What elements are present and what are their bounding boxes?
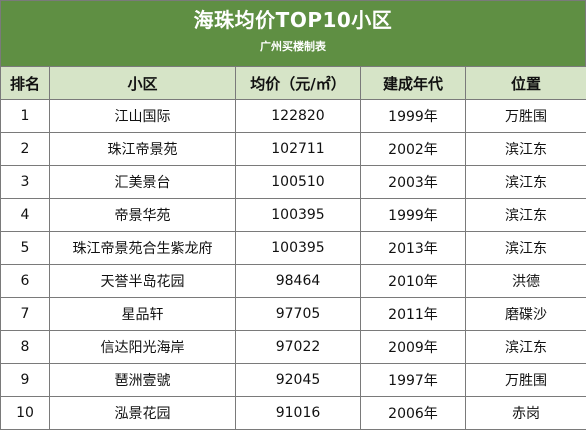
- cell-location: 滨江东: [465, 330, 586, 364]
- cell-rank: 5: [0, 231, 50, 265]
- table-row: 5 珠江帝景苑合生紫龙府 100395 2013年 滨江东: [0, 231, 586, 265]
- header-build-year: 建成年代: [360, 66, 466, 100]
- cell-community: 信达阳光海岸: [49, 330, 236, 364]
- cell-location: 万胜围: [465, 363, 586, 397]
- cell-avg-price: 102711: [235, 132, 361, 166]
- cell-avg-price: 97022: [235, 330, 361, 364]
- cell-location: 万胜围: [465, 99, 586, 133]
- header-location: 位置: [465, 66, 586, 100]
- table-header-row: 排名 小区 均价（元/㎡） 建成年代 位置: [0, 66, 586, 100]
- cell-rank: 3: [0, 165, 50, 199]
- cell-location: 滨江东: [465, 198, 586, 232]
- table-title: 海珠均价TOP10小区: [193, 8, 393, 32]
- cell-location: 磨碟沙: [465, 297, 586, 331]
- cell-build-year: 2009年: [360, 330, 466, 364]
- cell-avg-price: 100395: [235, 231, 361, 265]
- cell-avg-price: 97705: [235, 297, 361, 331]
- cell-rank: 4: [0, 198, 50, 232]
- table-row: 8 信达阳光海岸 97022 2009年 滨江东: [0, 330, 586, 364]
- cell-build-year: 2011年: [360, 297, 466, 331]
- cell-rank: 10: [0, 396, 50, 430]
- table-row: 2 珠江帝景苑 102711 2002年 滨江东: [0, 132, 586, 166]
- cell-location: 赤岗: [465, 396, 586, 430]
- table-row: 7 星品轩 97705 2011年 磨碟沙: [0, 297, 586, 331]
- cell-avg-price: 91016: [235, 396, 361, 430]
- cell-community: 琶洲壹號: [49, 363, 236, 397]
- title-banner: 海珠均价TOP10小区 广州买楼制表: [0, 0, 586, 66]
- table-row: 3 汇美景台 100510 2003年 滨江东: [0, 165, 586, 199]
- table-row: 10 泓景花园 91016 2006年 赤岗: [0, 396, 586, 430]
- cell-rank: 2: [0, 132, 50, 166]
- cell-build-year: 2010年: [360, 264, 466, 298]
- cell-avg-price: 100395: [235, 198, 361, 232]
- header-community: 小区: [49, 66, 236, 100]
- cell-community: 珠江帝景苑: [49, 132, 236, 166]
- cell-avg-price: 92045: [235, 363, 361, 397]
- cell-avg-price: 98464: [235, 264, 361, 298]
- cell-community: 汇美景台: [49, 165, 236, 199]
- cell-community: 江山国际: [49, 99, 236, 133]
- header-avg-price: 均价（元/㎡）: [235, 66, 361, 100]
- table-row: 4 帝景华苑 100395 1999年 滨江东: [0, 198, 586, 232]
- table-row: 6 天誉半岛花园 98464 2010年 洪德: [0, 264, 586, 298]
- cell-rank: 6: [0, 264, 50, 298]
- cell-build-year: 1999年: [360, 99, 466, 133]
- cell-community: 天誉半岛花园: [49, 264, 236, 298]
- table-row: 9 琶洲壹號 92045 1997年 万胜围: [0, 363, 586, 397]
- cell-build-year: 1999年: [360, 198, 466, 232]
- cell-community: 珠江帝景苑合生紫龙府: [49, 231, 236, 265]
- cell-build-year: 2002年: [360, 132, 466, 166]
- cell-avg-price: 100510: [235, 165, 361, 199]
- price-ranking-table: 排名 小区 均价（元/㎡） 建成年代 位置 1 江山国际 122820 1999…: [0, 66, 586, 430]
- cell-community: 泓景花园: [49, 396, 236, 430]
- cell-rank: 7: [0, 297, 50, 331]
- table-row: 1 江山国际 122820 1999年 万胜围: [0, 99, 586, 133]
- cell-community: 帝景华苑: [49, 198, 236, 232]
- cell-rank: 8: [0, 330, 50, 364]
- cell-build-year: 2006年: [360, 396, 466, 430]
- cell-build-year: 1997年: [360, 363, 466, 397]
- cell-avg-price: 122820: [235, 99, 361, 133]
- cell-location: 滨江东: [465, 165, 586, 199]
- cell-location: 洪德: [465, 264, 586, 298]
- cell-rank: 9: [0, 363, 50, 397]
- cell-location: 滨江东: [465, 132, 586, 166]
- cell-build-year: 2003年: [360, 165, 466, 199]
- table-subtitle: 广州买楼制表: [260, 40, 326, 53]
- cell-rank: 1: [0, 99, 50, 133]
- header-rank: 排名: [0, 66, 50, 100]
- cell-location: 滨江东: [465, 231, 586, 265]
- cell-community: 星品轩: [49, 297, 236, 331]
- cell-build-year: 2013年: [360, 231, 466, 265]
